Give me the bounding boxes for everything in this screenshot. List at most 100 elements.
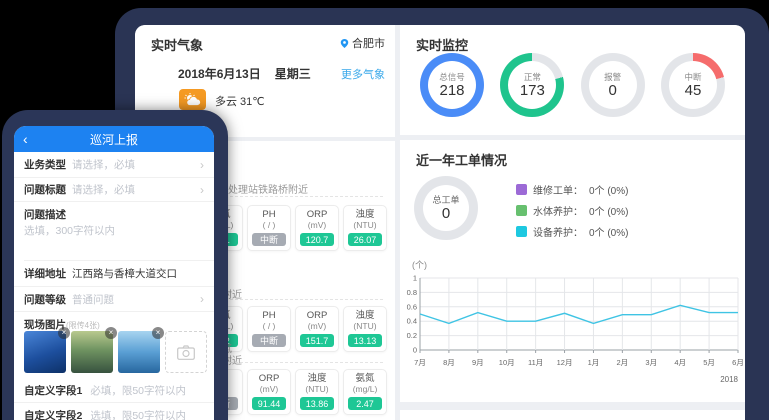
ring-label: 总信号 bbox=[439, 71, 465, 82]
sensor-name: PH bbox=[262, 209, 276, 220]
sensor-value-badge: 中断 bbox=[252, 233, 286, 246]
photo-delete-icon[interactable]: × bbox=[58, 327, 70, 339]
dotted-divider bbox=[155, 362, 383, 363]
ring-value: 0 bbox=[608, 81, 617, 99]
weekday-text: 星期三 bbox=[274, 67, 311, 81]
weather-date: 2018年6月13日 星期三 bbox=[178, 65, 311, 82]
field-value: 普通问题 bbox=[72, 293, 114, 306]
chevron-right-icon: › bbox=[200, 182, 204, 197]
location-pin-icon bbox=[340, 38, 349, 48]
svg-text:2月: 2月 bbox=[617, 358, 629, 367]
workorder-donut-hole: 总工单 0 bbox=[423, 185, 469, 231]
photo-3[interactable]: × bbox=[118, 327, 164, 373]
legend-value: 0个 (0%) bbox=[589, 228, 629, 239]
chart-y-unit-label: (个) bbox=[412, 260, 427, 270]
weather-cloudy-icon bbox=[179, 89, 206, 110]
chevron-right-icon: › bbox=[200, 292, 204, 306]
issue-desc-textarea[interactable]: 选填，300字符以内 bbox=[24, 225, 116, 237]
chevron-right-icon: › bbox=[200, 157, 204, 172]
field-custom-2[interactable]: 自定义字段2 选填，限50字符以内 bbox=[14, 403, 214, 420]
dashboard-background: 实时气象 合肥市 2018年6月13日 星期三 更多气象 bbox=[135, 25, 745, 420]
sensor-card: 浊度 (NTU) 26.07 bbox=[343, 205, 387, 251]
field-issue-title[interactable]: 问题标题 请选择，必填 › bbox=[14, 178, 214, 202]
legend-item: 水体养护： 0个 (0%) bbox=[516, 203, 628, 218]
weather-condition: 多云 31℃ bbox=[215, 96, 265, 108]
sensor-name: PH bbox=[262, 310, 276, 321]
photo-2[interactable]: × bbox=[71, 327, 117, 373]
svg-text:7月: 7月 bbox=[414, 358, 426, 367]
sensor-card: 浊度 (NTU) 13.13 bbox=[343, 306, 387, 352]
workorder-donut-value: 0 bbox=[441, 204, 451, 222]
phone-frame: ‹ 巡河上报 业务类型 请选择，必填 › 问题标题 请选择，必填 › 问题描述 … bbox=[2, 110, 228, 420]
monitor-card-title: 实时监控 bbox=[416, 38, 469, 53]
legend-label: 水体养护： bbox=[533, 207, 583, 218]
sensor-card: ORP (mV) 120.7 bbox=[295, 205, 339, 251]
phone-header-title: 巡河上报 bbox=[89, 132, 138, 147]
svg-text:9月: 9月 bbox=[472, 358, 484, 367]
sensor-card: ORP (mV) 151.7 bbox=[295, 306, 339, 352]
svg-text:8月: 8月 bbox=[443, 358, 455, 367]
photos-limit-hint: (限传4张) bbox=[66, 321, 100, 330]
date-text: 2018年6月13日 bbox=[178, 67, 261, 81]
back-arrow-icon[interactable]: ‹ bbox=[23, 131, 28, 147]
weather-card-title: 实时气象 bbox=[151, 38, 204, 53]
photos-section-label: 现场图片(限传4张) bbox=[24, 317, 100, 332]
photos-label-text: 现场图片 bbox=[24, 319, 66, 331]
photo-1[interactable]: × bbox=[24, 327, 70, 373]
field-placeholder: 必填，限50字符以内 bbox=[90, 385, 187, 397]
field-address[interactable]: 详细地址 江西路与香樟大道交口 bbox=[14, 261, 214, 287]
legend-swatch bbox=[516, 184, 527, 195]
add-photo-button[interactable] bbox=[165, 331, 207, 373]
dotted-divider bbox=[155, 299, 383, 300]
workorder-card-title: 近一年工单情况 bbox=[416, 153, 508, 168]
sensor-unit: (NTU) bbox=[305, 384, 329, 394]
field-label: 详细地址 bbox=[24, 268, 66, 280]
photo-delete-icon[interactable]: × bbox=[152, 327, 164, 339]
bottom-partial-card bbox=[400, 410, 745, 420]
sensor-name: ORP bbox=[306, 310, 328, 321]
sensor-name: ORP bbox=[258, 373, 280, 384]
field-problem-level[interactable]: 问题等级 普通问题 › bbox=[14, 287, 214, 312]
city-selector: 合肥市 bbox=[340, 35, 385, 51]
svg-text:4月: 4月 bbox=[674, 358, 686, 367]
dotted-divider bbox=[155, 196, 383, 197]
svg-text:5月: 5月 bbox=[703, 358, 715, 367]
workorder-line-chart: 0 0.2 0.4 0.6 0.8 1 7月 8月 9月 10月 11月 12月 1月 2月 3月 4月 5月 6… bbox=[402, 270, 744, 400]
photo-delete-icon[interactable]: × bbox=[105, 327, 117, 339]
sensor-unit: (mg/L) bbox=[352, 384, 378, 394]
sensor-value-badge: 26.07 bbox=[348, 233, 382, 246]
ring-hole: 报警 0 bbox=[588, 61, 637, 109]
sensor-unit: (NTU) bbox=[353, 321, 377, 331]
field-custom-1[interactable]: 自定义字段1 必填，限50字符以内 bbox=[14, 379, 214, 403]
realtime-monitor-card: 实时监控 总信号 218 正常 173 报警 0 中断 45 bbox=[400, 25, 745, 135]
sensor-value-badge: 91.44 bbox=[252, 397, 286, 410]
sensor-name: 浊度 bbox=[307, 373, 327, 384]
workorder-donut: 总工单 0 bbox=[414, 176, 478, 240]
sensor-name: 浊度 bbox=[355, 310, 375, 321]
ring-value: 173 bbox=[519, 81, 545, 99]
field-placeholder: 请选择，必填 bbox=[72, 184, 135, 196]
legend-value: 0个 (0%) bbox=[589, 186, 629, 197]
sensor-unit: (mV) bbox=[307, 321, 327, 331]
camera-icon bbox=[177, 344, 195, 360]
legend-value: 0个 (0%) bbox=[589, 207, 629, 218]
legend-item: 维修工单： 0个 (0%) bbox=[516, 182, 628, 197]
svg-text:0.2: 0.2 bbox=[407, 331, 417, 340]
monitor-ring-3: 中断 45 bbox=[660, 53, 725, 117]
ring-value: 45 bbox=[684, 81, 702, 99]
legend-swatch bbox=[516, 226, 527, 237]
field-business-type[interactable]: 业务类型 请选择，必填 › bbox=[14, 152, 214, 178]
sensor-card: PH( / ) 中断 bbox=[247, 205, 291, 251]
ring-hole: 正常 173 bbox=[508, 61, 557, 109]
photos-row: × × × bbox=[24, 327, 207, 373]
sensor-value-badge: 13.86 bbox=[300, 397, 334, 410]
more-weather-link[interactable]: 更多气象 bbox=[341, 69, 385, 81]
phone-header: ‹ 巡河上报 bbox=[14, 126, 214, 152]
sensor-value-badge: 2.47 bbox=[348, 397, 382, 410]
field-label: 自定义字段2 bbox=[24, 409, 83, 420]
monitor-ring-2: 报警 0 bbox=[580, 53, 645, 117]
sensor-name: 氨氮 bbox=[355, 373, 375, 384]
ring-label: 正常 bbox=[523, 71, 541, 82]
sensor-unit: ( / ) bbox=[262, 321, 276, 331]
